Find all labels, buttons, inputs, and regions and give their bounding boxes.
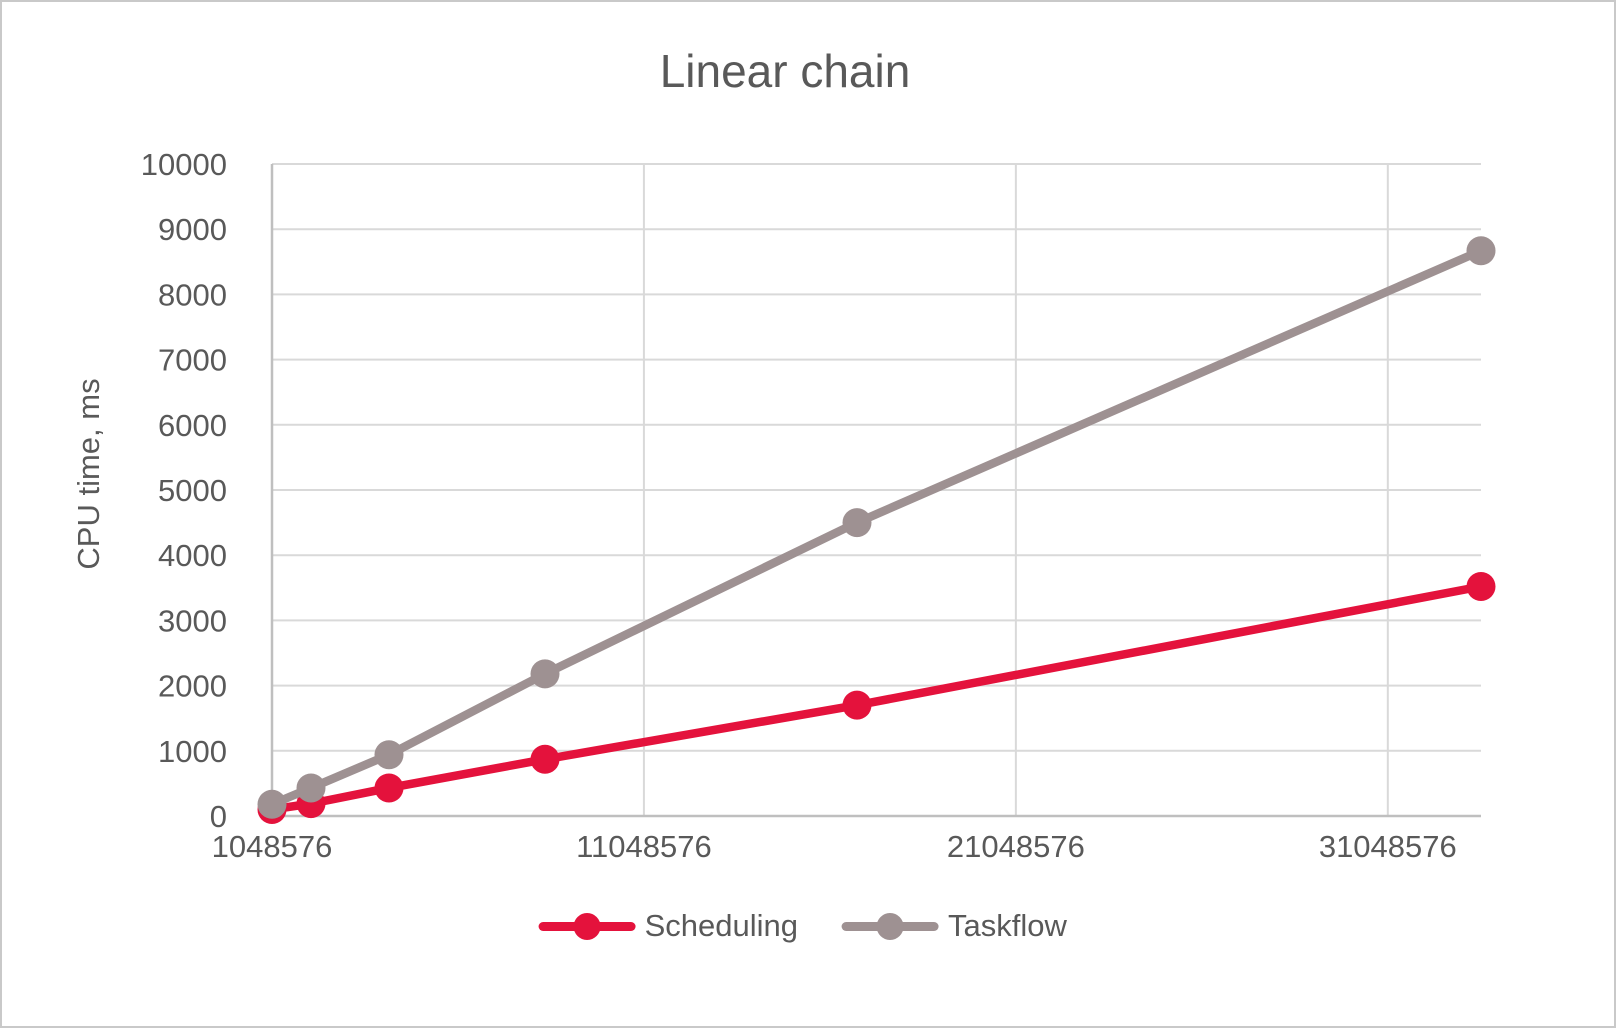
chart-title: Linear chain [659, 45, 911, 97]
y-tick-label: 7000 [158, 343, 227, 378]
x-tick-label: 1048576 [212, 829, 333, 864]
y-tick-label: 2000 [158, 669, 227, 704]
legend-marker-icon [538, 912, 636, 940]
series-marker-scheduling [530, 744, 560, 774]
y-tick-label: 5000 [158, 473, 227, 508]
legend: Scheduling Taskflow [538, 908, 1067, 944]
series-marker-taskflow [257, 789, 287, 819]
x-tick-label: 11048576 [576, 829, 712, 864]
y-tick-label: 0 [210, 799, 227, 834]
series-marker-taskflow [374, 740, 404, 770]
series-marker-scheduling [374, 773, 404, 803]
series-marker-scheduling [842, 690, 872, 720]
y-tick-label: 10000 [141, 147, 227, 182]
series-marker-taskflow [1466, 236, 1496, 266]
series-marker-taskflow [842, 508, 872, 538]
legend-item-scheduling: Scheduling [538, 908, 798, 944]
series-marker-taskflow [530, 659, 560, 689]
y-tick-label: 4000 [158, 538, 227, 573]
y-tick-label: 8000 [158, 277, 227, 312]
series-marker-scheduling [1466, 571, 1496, 601]
y-tick-label: 6000 [158, 408, 227, 443]
x-tick-label: 21048576 [947, 829, 1085, 864]
legend-dot [573, 912, 601, 940]
y-tick-label: 3000 [158, 603, 227, 638]
series-line-taskflow [267, 246, 1486, 809]
legend-label: Taskflow [947, 908, 1067, 943]
y-tick-label: 1000 [158, 734, 227, 769]
legend-marker-icon [841, 912, 939, 940]
series-marker-taskflow [296, 773, 326, 803]
legend-label: Scheduling [644, 908, 798, 943]
legend-item-taskflow: Taskflow [841, 908, 1067, 944]
x-tick-label: 31048576 [1319, 829, 1457, 864]
y-tick-label: 9000 [158, 212, 227, 247]
legend-dot [876, 912, 904, 940]
